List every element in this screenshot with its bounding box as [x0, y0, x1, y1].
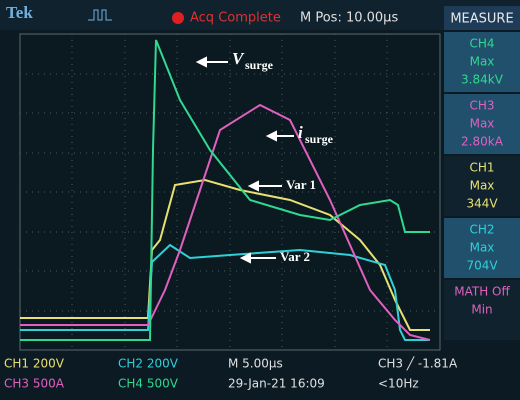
- grid-lines: [20, 34, 440, 350]
- arrow-var1: [247, 180, 282, 192]
- acq-status: Acq Complete: [190, 11, 281, 26]
- measure-box: [444, 156, 520, 216]
- footer-text: CH3 ╱ -1.81A: [378, 356, 458, 371]
- arrow-v: [195, 56, 228, 68]
- footer-text: CH4 500V: [118, 377, 179, 391]
- run-indicator: [172, 12, 184, 24]
- footer-text: CH3 500A: [4, 377, 65, 391]
- trace-ch1: [20, 178, 430, 331]
- measure-box: [444, 32, 520, 92]
- label-v-sub: surge: [245, 58, 274, 72]
- header-bar: [0, 0, 520, 30]
- measure-ch: CH4: [469, 37, 494, 51]
- measure-value: 3.84kV: [461, 73, 504, 87]
- measure-title: MEASURE: [450, 12, 513, 27]
- label-var1: Var 1: [286, 177, 316, 192]
- measure-value: 344V: [466, 197, 498, 211]
- measure-ch: CH3: [469, 99, 494, 113]
- trace-ch4: [20, 39, 430, 341]
- measure-stat: Min: [471, 303, 492, 317]
- measure-value: 2.80kA: [461, 135, 504, 149]
- measure-stat: Max: [470, 179, 495, 193]
- measure-value: 704V: [466, 259, 498, 273]
- traces: [20, 39, 431, 341]
- label-i-sub: surge: [305, 132, 334, 146]
- trigger-icon: [88, 9, 112, 21]
- measure-ch: CH1: [469, 161, 494, 175]
- trace-ch3: [20, 103, 431, 341]
- m-pos: M Pos: 10.00µs: [300, 11, 398, 26]
- measure-stat: Max: [470, 241, 495, 255]
- grid: [19, 33, 441, 351]
- measure-stat: Max: [470, 117, 495, 131]
- footer: CH1 200V CH2 200V M 5.00µs CH3 ╱ -1.81A CH3 …: [4, 356, 458, 391]
- arrows: [195, 56, 294, 264]
- measure-box: [444, 280, 520, 340]
- measure-title-box: [444, 6, 520, 30]
- label-var2: Var 2: [280, 249, 310, 264]
- measure-stat: Max: [470, 55, 495, 69]
- label-v: V: [232, 49, 245, 68]
- footer-text: M 5.00µs: [228, 357, 283, 371]
- arrow-var2: [239, 252, 276, 264]
- measure-ch: MATH Off: [454, 285, 510, 299]
- arrow-i: [265, 130, 294, 142]
- label-i: i: [298, 123, 303, 142]
- measure-box: [444, 218, 520, 278]
- footer-text: <10Hz: [378, 377, 419, 391]
- measure-ch: CH2: [469, 223, 494, 237]
- footer-text: CH1 200V: [4, 357, 65, 371]
- brand: Tek: [6, 3, 33, 22]
- footer-text: CH2 200V: [118, 357, 179, 371]
- measure-panel: CH4 Max 3.84kV CH3 Max 2.80kA CH1 Max 344V CH2 Max…: [444, 32, 520, 340]
- measure-box: [444, 94, 520, 154]
- footer-text: 29-Jan-21 16:09: [228, 377, 325, 391]
